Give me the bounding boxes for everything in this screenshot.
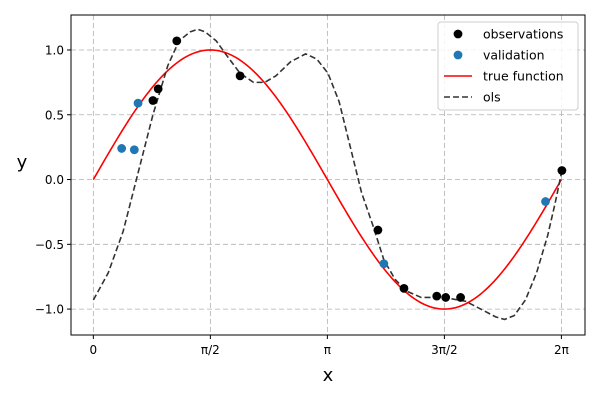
y-tick-label: −1.0: [35, 303, 64, 317]
legend-label: observations: [483, 27, 563, 42]
series-layer: [92, 28, 567, 321]
plot-area-frame: [70, 14, 586, 336]
point-observations: [153, 84, 163, 94]
series-line-true-function: [92, 49, 563, 310]
point-validation: [379, 259, 389, 269]
x-tick-label: π: [324, 343, 331, 357]
point-observations: [557, 166, 567, 175]
grid-layer: [71, 15, 585, 335]
tick-layer: 0 π/2 π 3π/2 2π −1.0 −0.5 0.0 0.5 1.0: [35, 43, 569, 357]
point-validation: [133, 98, 143, 108]
y-tick-label: −0.5: [35, 238, 64, 252]
legend-label: ols: [483, 90, 501, 105]
x-tick-label: 0: [90, 343, 98, 357]
point-observations: [399, 283, 409, 293]
x-axis-title: x: [323, 365, 334, 386]
point-observations: [456, 293, 465, 302]
legend: observations validation true function ols: [437, 21, 579, 111]
legend-box: [437, 21, 579, 111]
x-tick-label: 2π: [554, 343, 569, 357]
point-validation: [129, 145, 139, 155]
point-observations: [441, 293, 451, 302]
point-validation: [541, 197, 550, 206]
point-observations: [235, 71, 245, 81]
legend-label: true function: [483, 69, 564, 84]
point-observations: [432, 291, 442, 301]
point-validation: [117, 144, 127, 153]
point-observations: [373, 225, 383, 235]
point-observations: [148, 96, 158, 105]
y-tick-label: 0.0: [45, 173, 64, 187]
x-tick-label: π/2: [201, 343, 220, 357]
point-observations: [172, 36, 182, 46]
series-line-ols: [92, 28, 562, 321]
legend-marker-observations: [453, 29, 463, 39]
x-tick-label: 3π/2: [431, 343, 458, 357]
y-axis-title: y: [17, 152, 28, 173]
legend-marker-validation: [453, 50, 463, 60]
legend-label: validation: [483, 48, 545, 63]
y-tick-label: 0.5: [45, 108, 64, 122]
y-tick-label: 1.0: [45, 43, 64, 57]
